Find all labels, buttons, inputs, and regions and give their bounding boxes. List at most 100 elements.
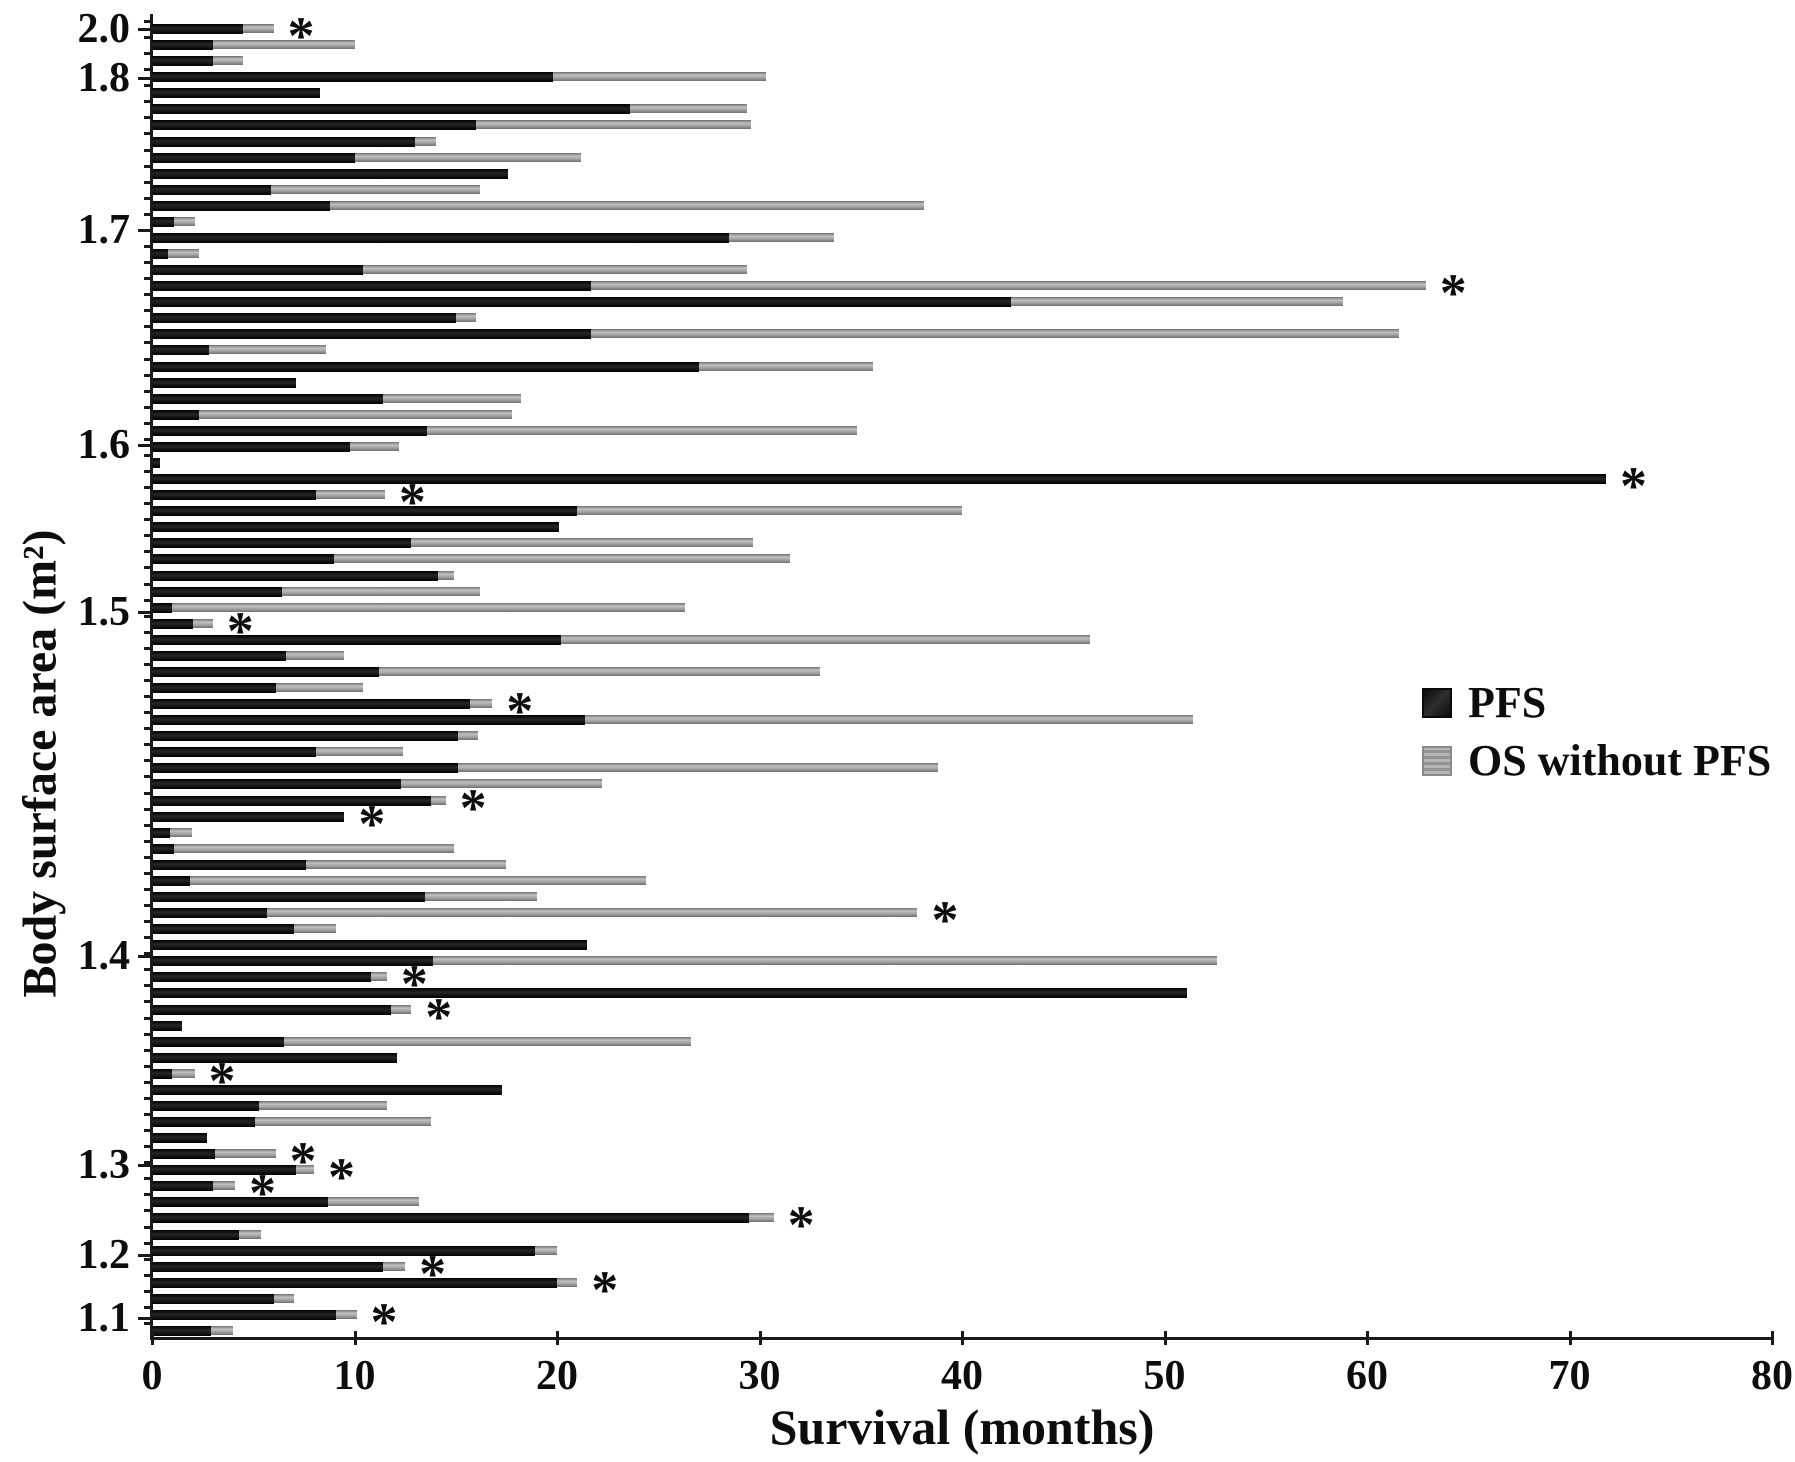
os-segment (281, 586, 481, 596)
bar-row (152, 361, 873, 372)
pfs-segment (152, 1100, 260, 1111)
y-tick (144, 582, 151, 586)
pfs-segment (152, 72, 553, 83)
bar-row (152, 1293, 294, 1304)
bar-row (152, 908, 918, 919)
y-tick (144, 904, 151, 908)
x-tick-label: 30 (738, 1353, 781, 1399)
os-segment (336, 1309, 357, 1319)
pfs-segment (152, 1309, 337, 1320)
pfs-segment (152, 634, 562, 645)
pfs-segment (152, 699, 470, 710)
os-segment (170, 827, 193, 837)
y-tick (144, 1193, 151, 1197)
y-tick (144, 1129, 151, 1133)
bar-row (152, 1036, 691, 1047)
bar-row (152, 924, 337, 935)
bar-row (152, 152, 582, 163)
y-tick (144, 630, 151, 634)
y-tick (144, 711, 151, 715)
y-tick (144, 518, 151, 522)
os-segment (431, 795, 446, 805)
y-tick-label: 1.5 (77, 589, 131, 636)
pfs-segment (152, 1229, 240, 1240)
bar-row (152, 88, 321, 99)
y-tick (144, 357, 151, 361)
pfs-segment (152, 40, 213, 51)
os-segment (174, 843, 454, 853)
pfs-segment (152, 506, 578, 517)
bar-row (152, 811, 345, 822)
pfs-segment (152, 136, 416, 147)
bar-row (152, 747, 404, 758)
pfs-segment (152, 425, 428, 436)
os-segment (285, 650, 345, 660)
y-tick (144, 325, 151, 329)
os-segment (208, 345, 327, 355)
os-segment (415, 136, 436, 146)
y-tick (144, 871, 151, 875)
bar-row (152, 377, 296, 388)
os-segment (698, 361, 873, 371)
bar-row (152, 570, 454, 581)
pfs-segment (152, 1036, 284, 1047)
y-tick (144, 791, 151, 795)
os-segment (168, 249, 199, 259)
y-tick (144, 1112, 151, 1116)
y-tick (144, 309, 151, 313)
bar-row (152, 795, 446, 806)
y-tick (144, 823, 151, 827)
x-tick-label: 10 (333, 1353, 376, 1399)
pfs-swatch-icon (1422, 688, 1452, 718)
os-segment (585, 715, 1193, 725)
y-axis-line (150, 14, 153, 1340)
pfs-segment (152, 618, 193, 629)
pfs-segment (152, 940, 588, 951)
y-tick (144, 293, 151, 297)
x-tick-label: 60 (1346, 1353, 1388, 1399)
x-tick (353, 1331, 357, 1345)
y-tick (144, 1225, 151, 1229)
bar-row (152, 683, 363, 694)
y-tick (144, 984, 151, 988)
y-tick (144, 1273, 151, 1277)
os-segment (427, 425, 857, 435)
pfs-segment (152, 1165, 296, 1176)
os-segment (243, 24, 274, 33)
y-tick (144, 1305, 151, 1309)
os-segment (212, 56, 244, 66)
y-tick (144, 341, 151, 345)
os-segment (749, 1213, 774, 1223)
y-major-tick (138, 955, 151, 959)
pfs-segment (152, 1293, 274, 1304)
bar-row (152, 297, 1343, 308)
y-tick (144, 148, 151, 152)
pfs-segment (152, 24, 244, 34)
pfs-segment (152, 683, 276, 694)
bar-row (152, 1068, 195, 1079)
legend-label-os: OS without PFS (1468, 736, 1772, 785)
y-tick (144, 1177, 151, 1181)
bar-row (152, 972, 387, 983)
bar-row (152, 232, 835, 243)
bar-row (152, 699, 493, 710)
bar-row (152, 602, 685, 613)
y-tick (144, 116, 151, 120)
y-tick (144, 180, 151, 184)
sig-asterisk: * (398, 472, 426, 533)
y-tick (144, 1048, 151, 1052)
sig-asterisk: * (425, 986, 453, 1047)
os-segment (334, 554, 790, 564)
bar-row (152, 1004, 412, 1015)
pfs-segment (152, 409, 199, 420)
sig-asterisk: * (591, 1259, 619, 1320)
sig-asterisk: * (287, 6, 315, 66)
os-segment (577, 506, 962, 516)
bar-row (152, 1133, 207, 1144)
y-tick-label: 2.0 (77, 6, 131, 52)
x-tick (961, 1331, 964, 1345)
os-segment (174, 216, 195, 226)
y-tick (144, 550, 151, 554)
pfs-segment (152, 200, 331, 211)
y-tick (144, 534, 151, 538)
